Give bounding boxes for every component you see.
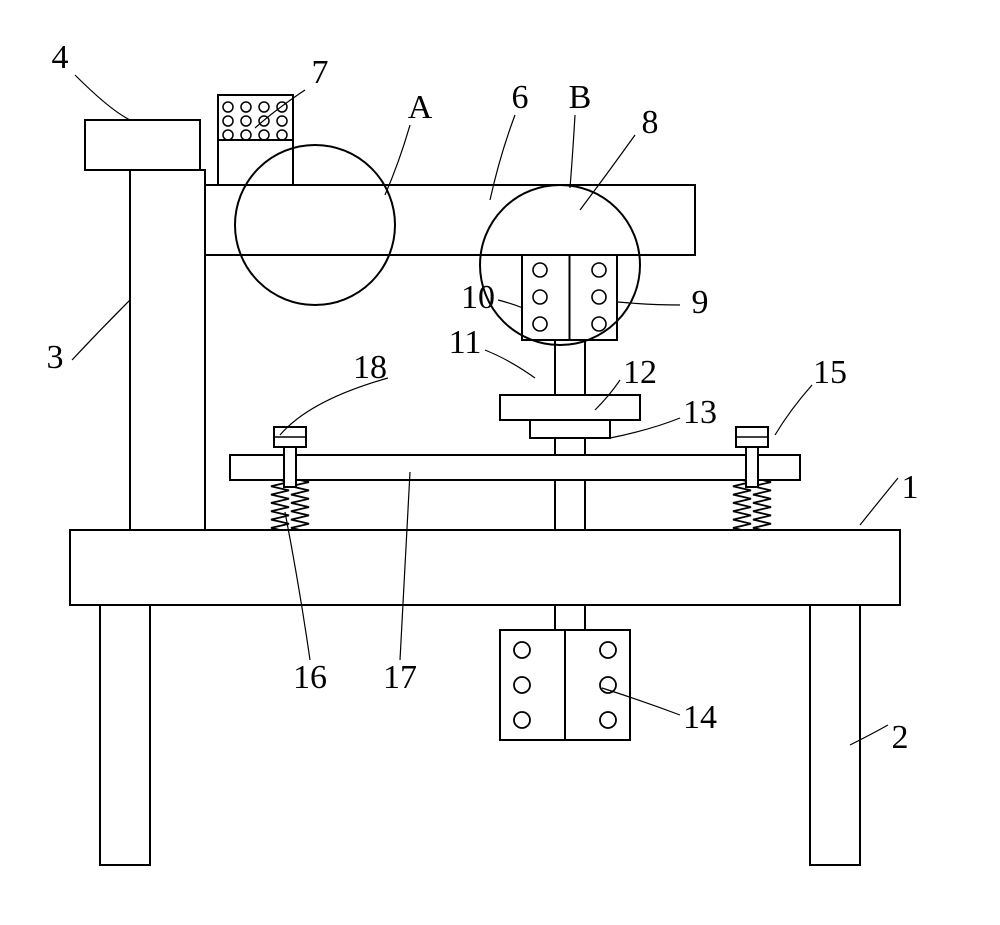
label-n12: 12 bbox=[623, 354, 657, 391]
label-n14: 14 bbox=[683, 699, 717, 736]
label-n11: 11 bbox=[449, 324, 482, 361]
label-n1: 1 bbox=[902, 469, 919, 506]
label-n2: 2 bbox=[892, 719, 909, 756]
label-B: B bbox=[569, 79, 592, 116]
label-n15: 15 bbox=[813, 354, 847, 391]
label-n7: 7 bbox=[312, 54, 329, 91]
label-n6: 6 bbox=[512, 79, 529, 116]
label-n8: 8 bbox=[642, 104, 659, 141]
label-n18: 18 bbox=[353, 349, 387, 386]
label-n13: 13 bbox=[683, 394, 717, 431]
label-n3: 3 bbox=[47, 339, 64, 376]
label-n17: 17 bbox=[383, 659, 417, 696]
label-n10: 10 bbox=[461, 279, 495, 316]
label-n4: 4 bbox=[52, 39, 69, 76]
label-n16: 16 bbox=[293, 659, 327, 696]
label-n9: 9 bbox=[692, 284, 709, 321]
label-A: A bbox=[408, 89, 433, 126]
